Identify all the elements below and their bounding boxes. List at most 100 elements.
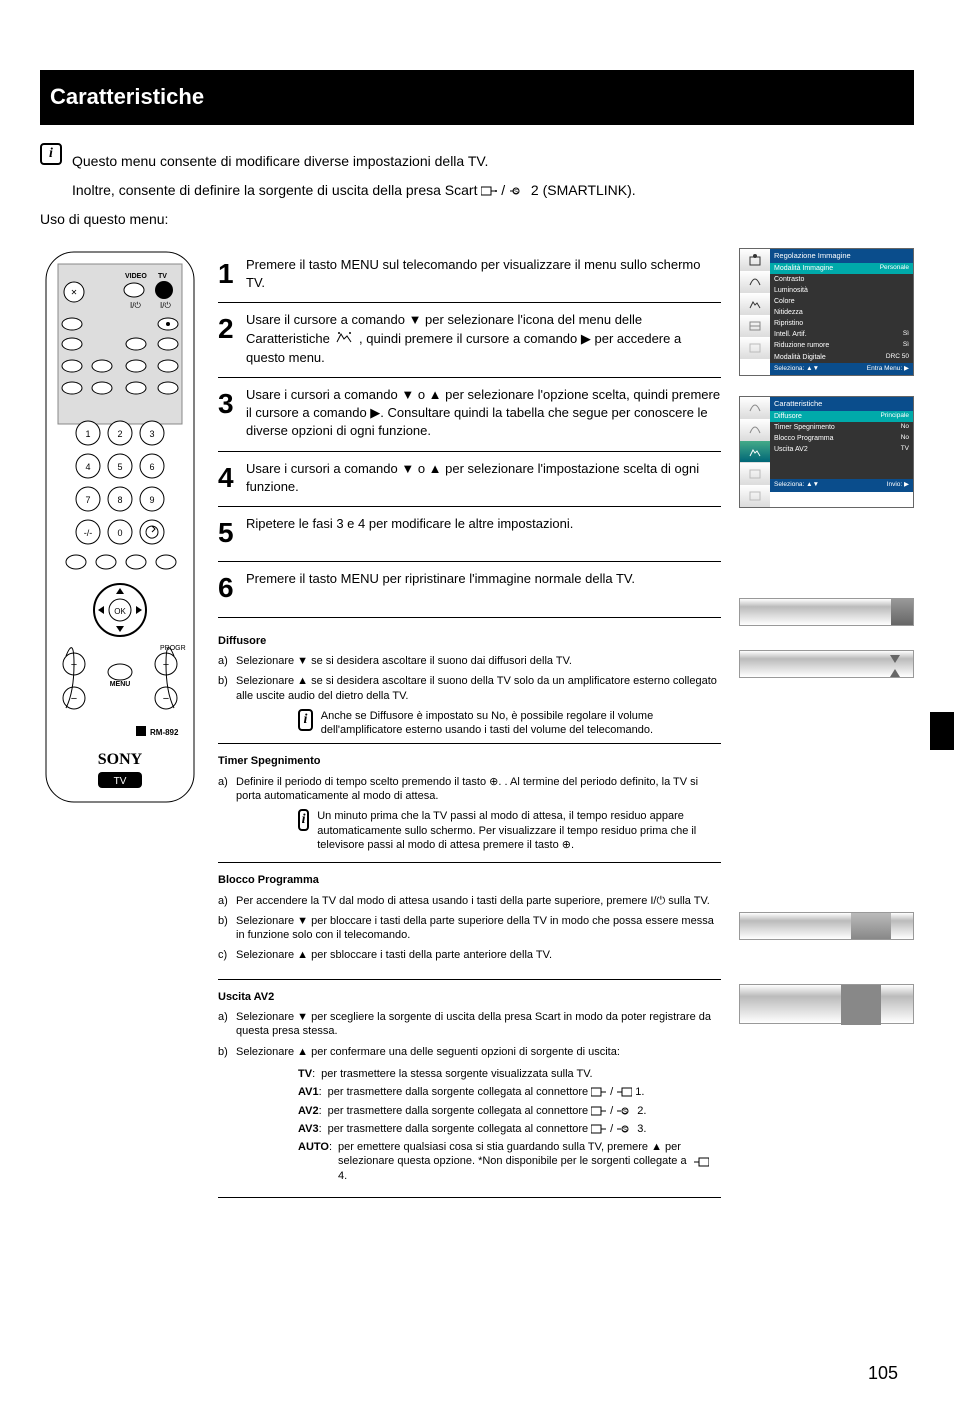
feat-text: Per accendere la TV dal modo di attesa u… — [236, 894, 721, 908]
svg-text:S: S — [514, 190, 518, 196]
svg-text:9: 9 — [149, 495, 154, 505]
step-4: 4 Usare i cursori a comando ▼ o ▲ per se… — [218, 451, 721, 506]
svg-text:RM-892: RM-892 — [150, 728, 179, 737]
step-num: 4 — [218, 460, 246, 496]
step-3: 3 Usare i cursori a comando ▼ o ▲ per se… — [218, 377, 721, 451]
step-num: 6 — [218, 570, 246, 606]
page-title-bar: Caratteristiche — [40, 70, 914, 125]
scart-out-icon — [591, 1106, 607, 1116]
svg-text:MENU: MENU — [110, 681, 131, 688]
svg-text:S: S — [623, 1127, 627, 1133]
step-num: 3 — [218, 386, 246, 422]
osd-title: Caratteristiche — [770, 397, 913, 411]
smartlink-icon: S — [616, 1124, 634, 1134]
page-number: 105 — [868, 1362, 898, 1385]
svg-text:3: 3 — [149, 429, 154, 439]
plus-icon: ⊕ — [562, 839, 571, 851]
svg-text:OK: OK — [114, 607, 126, 616]
feature-label: Timer Spegnimento — [218, 754, 721, 768]
osd-side-icon — [740, 271, 770, 293]
svg-text:1: 1 — [85, 429, 90, 439]
smartlink-icon: S — [509, 186, 527, 196]
note-text: Un minuto prima che la TV passi al modo … — [317, 809, 721, 852]
svg-text:I/⏻: I/⏻ — [160, 301, 171, 310]
feat-text: Selezionare ▲ per sbloccare i tasti dell… — [236, 948, 721, 962]
svg-text:S: S — [623, 1109, 627, 1115]
osd-side-icon — [740, 249, 770, 271]
osd-footer: Seleziona: ▲▼ Entra Menu: ▶ — [770, 363, 913, 375]
scart-out-icon — [481, 186, 497, 196]
osd-row: Ripristino — [770, 318, 913, 329]
svg-text:-/-: -/- — [84, 528, 93, 538]
svg-text:I/⏻: I/⏻ — [130, 301, 141, 310]
remote-svg: VIDEO TV ✕ I/⏻ I/⏻ — [40, 248, 200, 808]
feat-text: Selezionare ▼ se si desidera ascoltare i… — [236, 654, 721, 668]
osd-row: Riduzione rumoreSì — [770, 340, 913, 351]
step-num: 5 — [218, 515, 246, 551]
svg-text:0: 0 — [117, 528, 122, 538]
svg-text:−: − — [71, 693, 77, 705]
osd-row: Contrasto — [770, 274, 913, 285]
remote-illustration: VIDEO TV ✕ I/⏻ I/⏻ — [40, 248, 200, 1198]
feat-text: Selezionare ▲ per confermare una delle s… — [236, 1045, 721, 1059]
svg-text:4: 4 — [85, 462, 90, 472]
step-body: Premere il tasto MENU sul telecomando pe… — [246, 256, 721, 292]
feature-label: Uscita AV2 — [218, 990, 721, 1004]
feat-text: Selezionare ▼ per scegliere la sorgente … — [236, 1010, 721, 1039]
out-option-auto: AUTO: per emettere qualsiasi cosa si sti… — [298, 1140, 721, 1183]
info-icon: i — [40, 143, 62, 165]
subhead: Uso di questo menu: — [40, 209, 914, 230]
intro-line-2: Inoltre, consente di definire la sorgent… — [72, 180, 636, 201]
osd-row: Intell. Artif.Sì — [770, 329, 913, 340]
scart-out-icon — [591, 1124, 607, 1134]
osd-footer: Seleziona: ▲▼ Invio: ▶ — [770, 479, 913, 491]
svg-text:7: 7 — [85, 495, 90, 505]
osd-side-icon — [740, 485, 770, 507]
svg-text:VIDEO: VIDEO — [125, 273, 147, 280]
feature-uscita-av2: Uscita AV2 a)Selezionare ▼ per scegliere… — [218, 980, 721, 1198]
osd-regolazione-immagine: Regolazione Immagine Modalità ImmaginePe… — [739, 248, 914, 376]
step-5: 5 Ripetere le fasi 3 e 4 per modificare … — [218, 506, 721, 561]
features-menu-icon — [335, 330, 353, 349]
side-tab — [930, 712, 954, 750]
step-1: 1 Premere il tasto MENU sul telecomando … — [218, 248, 721, 302]
standby-icon: I/⏻ — [650, 895, 665, 907]
out-option-av3: AV3: per trasmettere dalla sorgente coll… — [298, 1122, 721, 1136]
feature-diffusore: Diffusore a)Selezionare ▼ se si desidera… — [218, 628, 721, 744]
illustration-band — [739, 598, 914, 626]
plus-icon: ⊕ — [489, 776, 498, 788]
out-option-av1: AV1: per trasmettere dalla sorgente coll… — [298, 1085, 721, 1099]
osd-row: Nitidezza — [770, 307, 913, 318]
feat-text: Selezionare ▼ per bloccare i tasti della… — [236, 914, 721, 943]
info-icon: i — [298, 809, 309, 831]
osd-row: Timer SpegnimentoNo — [770, 422, 913, 433]
step-num: 2 — [218, 311, 246, 347]
svg-text:6: 6 — [149, 462, 154, 472]
feat-text: Definire il periodo di tempo scelto prem… — [236, 775, 721, 804]
page-title: Caratteristiche — [50, 83, 204, 112]
feature-label: Blocco Programma — [218, 873, 721, 887]
osd-side-icon — [740, 315, 770, 337]
step-body: Usare il cursore a comando ▼ per selezio… — [246, 311, 721, 367]
step-6: 6 Premere il tasto MENU per ripristinare… — [218, 561, 721, 617]
svg-text:8: 8 — [117, 495, 122, 505]
osd-caratteristiche: Caratteristiche DiffusorePrincipaleTimer… — [739, 396, 914, 508]
step-num: 1 — [218, 256, 246, 292]
feature-blocco: Blocco Programma a) Per accendere la TV … — [218, 863, 721, 978]
illustration-band — [739, 984, 914, 1024]
osd-side-icon — [740, 397, 770, 419]
osd-row: DiffusorePrincipale — [770, 411, 913, 422]
osd-side-icon — [740, 419, 770, 441]
svg-text:✕: ✕ — [71, 288, 78, 297]
osd-side-icon — [740, 441, 770, 463]
svg-text:TV: TV — [114, 776, 127, 787]
scart-out-icon — [591, 1087, 607, 1097]
svg-text:PROGR: PROGR — [160, 645, 186, 652]
smartlink-icon: S — [616, 1106, 634, 1116]
osd-side-icon — [740, 337, 770, 359]
osd-row: Luminosità — [770, 285, 913, 296]
illustration-band — [739, 912, 914, 940]
illustration-band — [739, 650, 914, 678]
steps-column: 1 Premere il tasto MENU sul telecomando … — [218, 248, 721, 1198]
feature-timer: Timer Spegnimento a) Definire il periodo… — [218, 744, 721, 862]
